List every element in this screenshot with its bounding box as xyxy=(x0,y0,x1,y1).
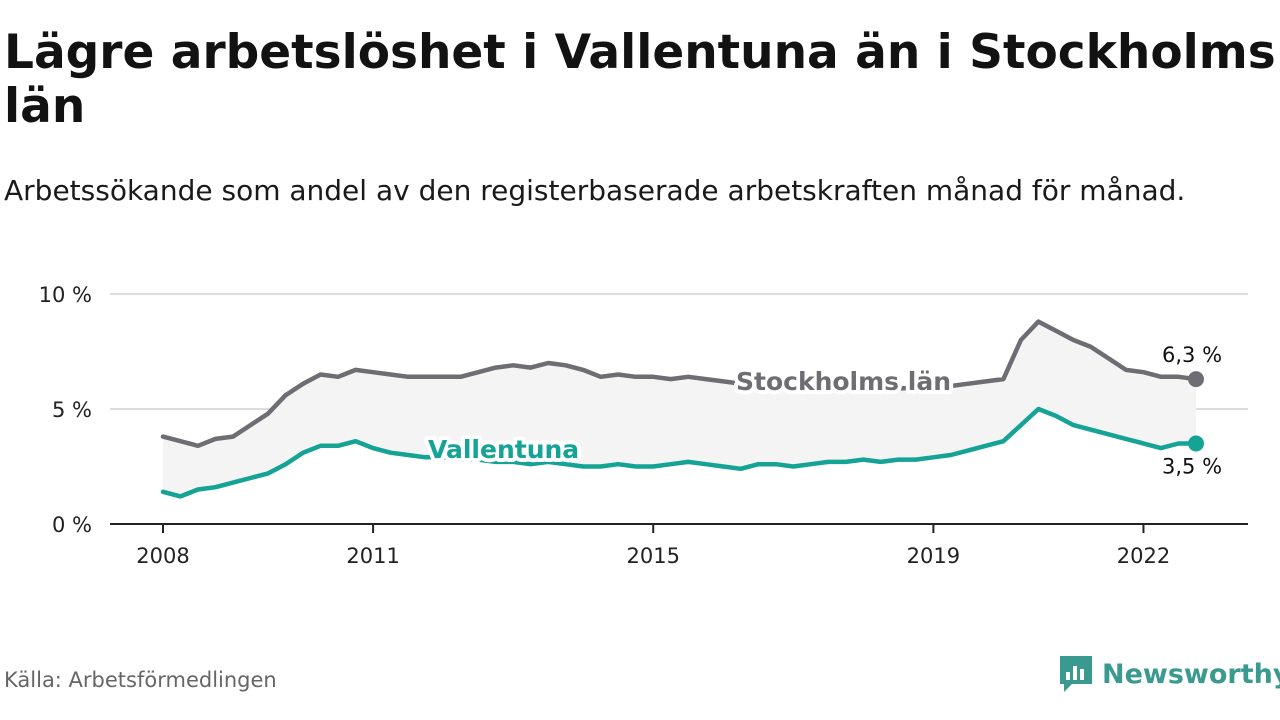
chart-subtitle: Arbetssökande som andel av den registerb… xyxy=(4,174,1186,207)
stockholm-end-label: 6,3 % xyxy=(1162,343,1222,367)
axes: 0 % 5 % 10 % 2008 2011 2015 2019 2022 xyxy=(39,283,1248,568)
series-lines xyxy=(160,319,1204,499)
difference-band xyxy=(163,321,1196,497)
stockholm-series-label: Stockholms län xyxy=(736,367,951,396)
y-tick-label: 10 % xyxy=(39,283,92,307)
line-chart: 0 % 5 % 10 % 2008 2011 2015 2019 2022 6,3 % 3,5 … xyxy=(39,283,1248,568)
stockholm-end-marker xyxy=(1188,371,1204,388)
vallentuna-end-marker xyxy=(1188,435,1204,452)
brand-name: Newsworthy xyxy=(1102,658,1280,690)
vallentuna-end-label: 3,5 % xyxy=(1162,455,1222,479)
y-tick-label: 0 % xyxy=(52,513,92,537)
stockholm-line xyxy=(160,319,1199,449)
x-tick-label: 2011 xyxy=(346,544,399,568)
series-labels: 6,3 % 3,5 % Stockholms län Vallentuna xyxy=(424,343,1222,479)
x-tick-label: 2015 xyxy=(627,544,680,568)
source-note: Källa: Arbetsförmedlingen xyxy=(4,668,277,692)
chart-title: Lägre arbetslöshet i Vallentuna än i Sto… xyxy=(4,25,1276,134)
brand-logo: Newsworthy xyxy=(1058,652,1280,696)
newsworthy-logo-icon xyxy=(1060,656,1092,692)
vallentuna-line xyxy=(160,406,1199,499)
y-tick-label: 5 % xyxy=(52,398,92,422)
x-tick-label: 2019 xyxy=(907,544,960,568)
x-tick-label: 2008 xyxy=(136,544,189,568)
x-tick-label: 2022 xyxy=(1117,544,1170,568)
vallentuna-series-label: Vallentuna xyxy=(428,435,579,464)
